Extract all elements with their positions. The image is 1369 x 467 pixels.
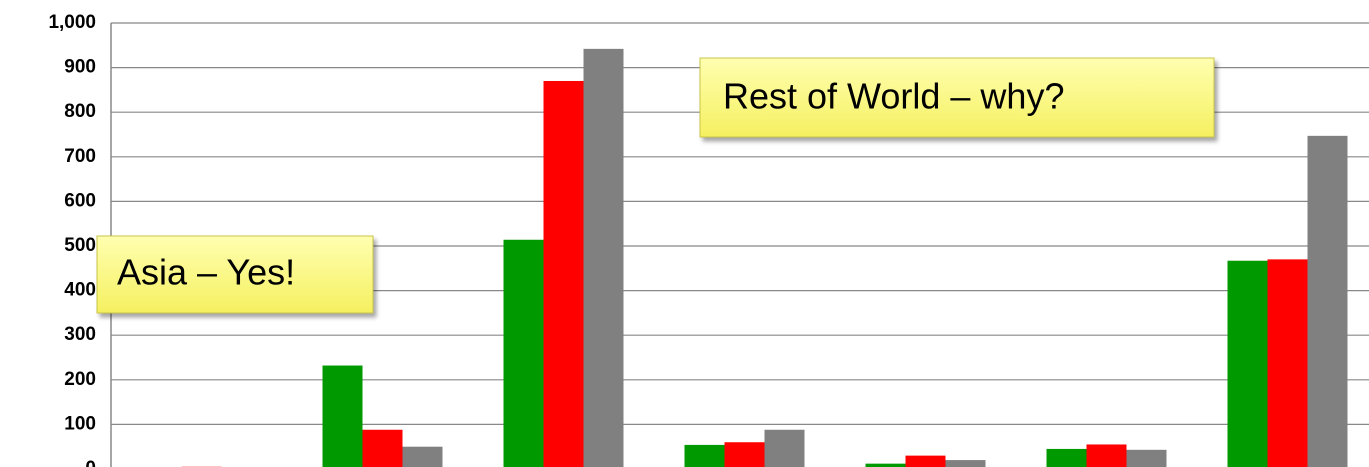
y-tick-label: 800 — [64, 101, 96, 122]
bar — [362, 429, 403, 467]
y-tick-label: 900 — [64, 57, 96, 78]
annotations: Asia – Yes! Rest of World – why? — [96, 57, 1215, 314]
y-tick-label: 1,000 — [48, 12, 96, 33]
bar — [402, 446, 443, 467]
y-tick-label: 100 — [64, 413, 96, 434]
annotation: Rest of World – why? — [723, 76, 1064, 117]
bar — [905, 455, 946, 467]
y-tick-label: 700 — [64, 146, 96, 167]
y-tick-label: 300 — [64, 324, 96, 345]
bar — [724, 442, 765, 467]
bar — [1267, 259, 1308, 467]
annotation: Asia – Yes! — [117, 252, 295, 293]
bar — [1086, 444, 1127, 467]
y-tick-label: 0 — [85, 458, 96, 467]
bars — [181, 48, 1348, 467]
y-tick-label: 400 — [64, 280, 96, 301]
annotation-box — [699, 57, 1215, 138]
y-tick-label: 200 — [64, 369, 96, 390]
bar — [543, 80, 584, 467]
bar — [1227, 260, 1268, 467]
y-tick-label: 600 — [64, 190, 96, 211]
bar — [684, 444, 725, 467]
bar — [865, 463, 906, 467]
annotation-box — [96, 235, 374, 314]
bar — [1046, 448, 1087, 467]
bar — [583, 48, 624, 467]
bar — [1307, 135, 1348, 467]
bar — [764, 429, 805, 467]
bar — [1126, 449, 1167, 467]
y-tick-label: 500 — [64, 235, 96, 256]
bar — [503, 239, 544, 467]
bar — [945, 460, 986, 467]
bar — [322, 365, 363, 467]
